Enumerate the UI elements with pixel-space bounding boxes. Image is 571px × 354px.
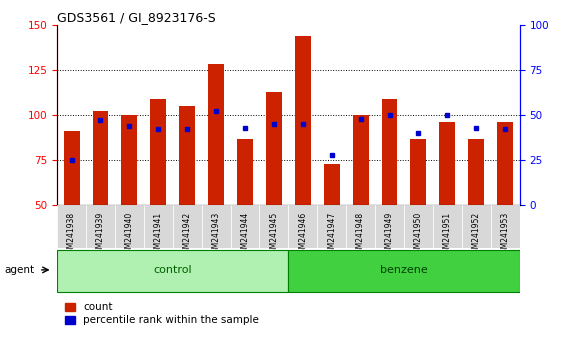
Text: GSM241940: GSM241940	[125, 212, 134, 258]
Text: GSM241948: GSM241948	[356, 212, 365, 258]
Bar	[63, 131, 79, 205]
Bar	[468, 138, 484, 205]
Text: GSM241946: GSM241946	[298, 212, 307, 258]
Text: GSM241943: GSM241943	[212, 212, 220, 258]
Text: GSM241950: GSM241950	[414, 212, 423, 258]
Text: GDS3561 / GI_8923176-S: GDS3561 / GI_8923176-S	[57, 11, 216, 24]
Text: GSM241938: GSM241938	[67, 212, 76, 258]
FancyBboxPatch shape	[404, 205, 433, 248]
Bar	[497, 122, 513, 205]
Text: GSM241945: GSM241945	[270, 212, 279, 258]
Text: control: control	[154, 265, 192, 275]
Text: GSM241941: GSM241941	[154, 212, 163, 258]
FancyBboxPatch shape	[346, 205, 375, 248]
Bar	[381, 99, 397, 205]
Text: GSM241942: GSM241942	[183, 212, 192, 258]
Bar	[179, 106, 195, 205]
Text: GSM241947: GSM241947	[327, 212, 336, 258]
Bar	[208, 64, 224, 205]
Bar	[266, 92, 282, 205]
Bar	[93, 112, 108, 205]
Bar	[353, 115, 368, 205]
Text: agent: agent	[5, 265, 35, 275]
FancyBboxPatch shape	[57, 250, 288, 292]
Text: GSM241944: GSM241944	[240, 212, 250, 258]
FancyBboxPatch shape	[86, 205, 115, 248]
FancyBboxPatch shape	[57, 205, 86, 248]
Bar	[324, 164, 340, 205]
Bar	[122, 115, 137, 205]
FancyBboxPatch shape	[375, 205, 404, 248]
Bar	[150, 99, 166, 205]
FancyBboxPatch shape	[288, 205, 317, 248]
Bar	[237, 138, 253, 205]
FancyBboxPatch shape	[288, 250, 520, 292]
FancyBboxPatch shape	[172, 205, 202, 248]
FancyBboxPatch shape	[490, 205, 520, 248]
Text: GSM241939: GSM241939	[96, 212, 105, 258]
FancyBboxPatch shape	[202, 205, 231, 248]
FancyBboxPatch shape	[231, 205, 259, 248]
FancyBboxPatch shape	[317, 205, 346, 248]
Text: benzene: benzene	[380, 265, 428, 275]
Text: GSM241951: GSM241951	[443, 212, 452, 258]
FancyBboxPatch shape	[433, 205, 462, 248]
Text: GSM241949: GSM241949	[385, 212, 394, 258]
Text: GSM241952: GSM241952	[472, 212, 481, 258]
FancyBboxPatch shape	[144, 205, 172, 248]
FancyBboxPatch shape	[462, 205, 490, 248]
FancyBboxPatch shape	[259, 205, 288, 248]
Bar	[440, 122, 455, 205]
Text: GSM241953: GSM241953	[501, 212, 510, 258]
Bar	[411, 138, 427, 205]
Legend: count, percentile rank within the sample: count, percentile rank within the sample	[62, 299, 262, 329]
Bar	[295, 36, 311, 205]
FancyBboxPatch shape	[115, 205, 144, 248]
